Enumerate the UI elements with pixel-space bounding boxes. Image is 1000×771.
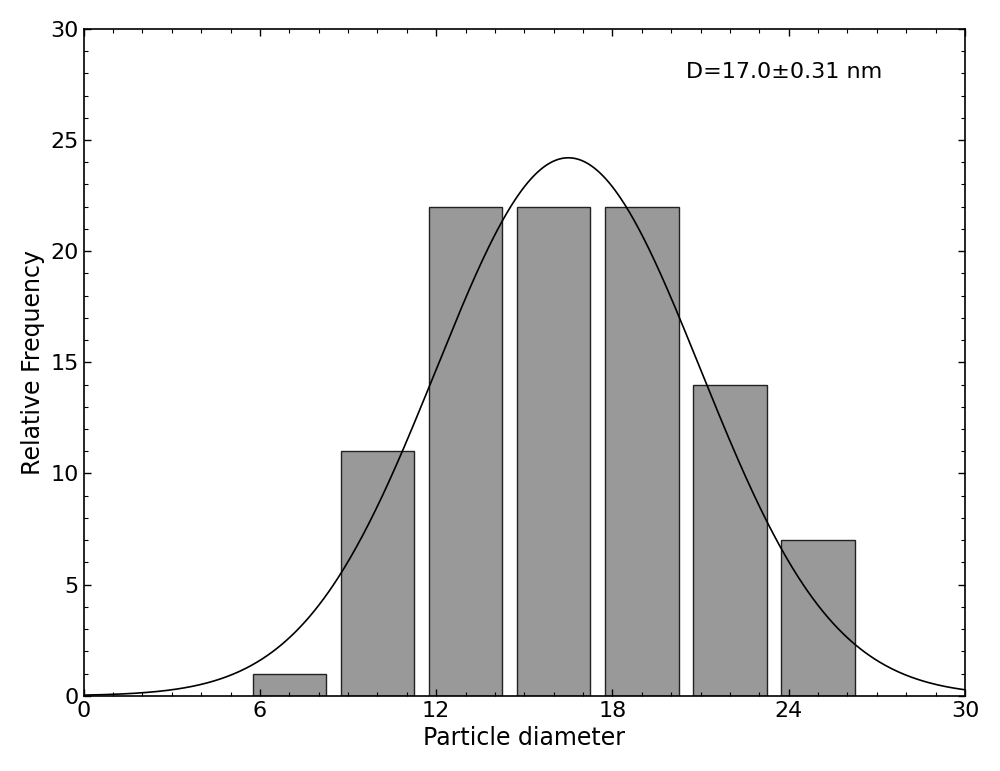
Bar [253,674,326,695]
X-axis label: Particle diameter: Particle diameter [423,726,625,750]
Bar [693,385,767,695]
Bar [605,207,679,695]
Bar [517,207,590,695]
Y-axis label: Relative Frequency: Relative Frequency [21,250,45,475]
Bar [781,540,855,695]
Bar [341,451,414,695]
Bar [429,207,502,695]
Text: D=17.0±0.31 nm: D=17.0±0.31 nm [686,62,882,82]
